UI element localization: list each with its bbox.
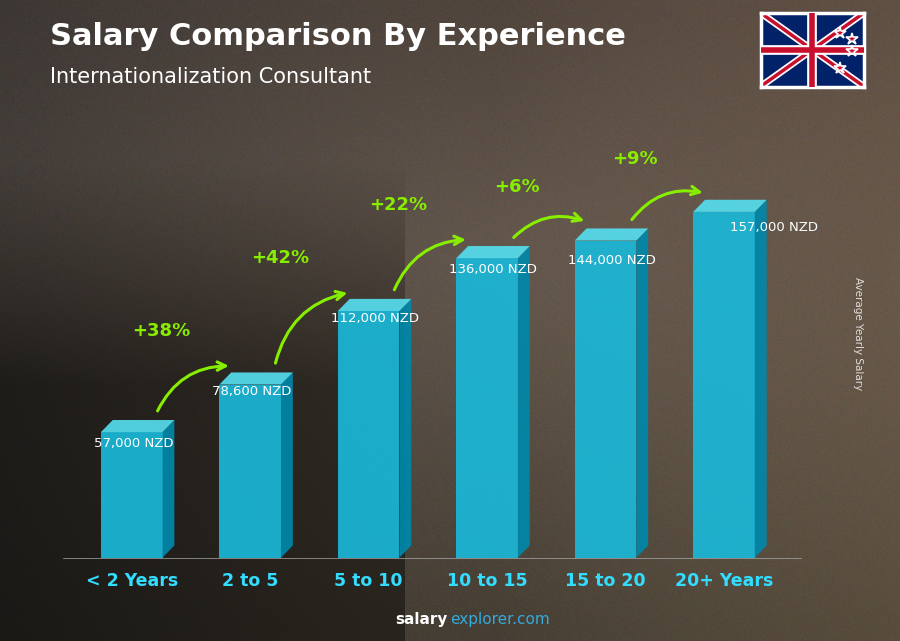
Polygon shape [693,200,767,212]
Polygon shape [575,240,636,558]
Text: +38%: +38% [132,322,191,340]
Polygon shape [693,212,755,558]
Text: 136,000 NZD: 136,000 NZD [449,263,537,276]
Polygon shape [400,299,411,558]
Text: Salary Comparison By Experience: Salary Comparison By Experience [50,22,625,51]
Polygon shape [338,299,411,311]
Text: 112,000 NZD: 112,000 NZD [330,312,419,325]
Polygon shape [101,420,175,432]
Text: 144,000 NZD: 144,000 NZD [568,254,655,267]
Polygon shape [163,420,175,558]
Text: 78,600 NZD: 78,600 NZD [212,385,292,398]
Text: +9%: +9% [612,149,658,167]
Polygon shape [755,200,767,558]
Text: Average Yearly Salary: Average Yearly Salary [852,277,863,390]
Polygon shape [518,246,530,558]
Text: salary: salary [395,612,447,627]
Polygon shape [456,246,530,258]
Text: +42%: +42% [251,249,309,267]
Polygon shape [101,432,163,558]
Polygon shape [281,372,292,558]
Text: +22%: +22% [369,196,428,214]
Polygon shape [636,228,648,558]
Polygon shape [220,385,281,558]
Text: 57,000 NZD: 57,000 NZD [94,437,174,450]
Polygon shape [220,372,292,385]
Text: explorer.com: explorer.com [450,612,550,627]
Polygon shape [456,258,518,558]
Polygon shape [575,228,648,240]
Text: +6%: +6% [494,178,539,196]
Text: Internationalization Consultant: Internationalization Consultant [50,67,371,87]
Text: 157,000 NZD: 157,000 NZD [730,221,818,234]
Polygon shape [338,311,400,558]
